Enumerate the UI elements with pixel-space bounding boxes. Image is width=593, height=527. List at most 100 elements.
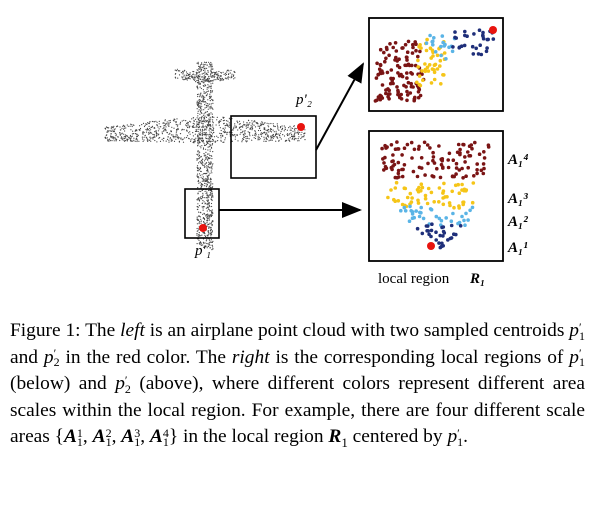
cloud-point — [206, 93, 209, 95]
cloud-point — [192, 126, 194, 128]
region-point — [420, 231, 425, 236]
cloud-point — [209, 127, 211, 129]
caption-text-9: . — [463, 426, 468, 447]
cloud-point — [212, 212, 214, 214]
region-point — [425, 229, 429, 233]
cloud-point — [169, 121, 171, 123]
cloud-point — [225, 73, 228, 75]
cloud-point — [165, 130, 167, 132]
cloud-point — [136, 139, 139, 141]
region-point — [416, 58, 420, 63]
cloud-point — [186, 125, 188, 127]
cloud-point — [212, 102, 214, 104]
cloud-point — [142, 140, 144, 142]
cloud-point — [212, 240, 214, 242]
cloud-point — [126, 138, 128, 140]
region-point — [441, 40, 445, 45]
region-point — [412, 215, 417, 220]
cloud-point — [197, 83, 200, 85]
cloud-point — [210, 140, 212, 142]
cloud-point — [155, 131, 157, 134]
cloud-point — [186, 79, 188, 81]
region-point — [402, 83, 406, 88]
cloud-point — [293, 125, 295, 127]
cloud-point — [121, 137, 123, 139]
cloud-point — [198, 235, 200, 237]
region-point — [461, 142, 465, 147]
cloud-point — [201, 185, 203, 187]
cloud-point — [196, 79, 198, 82]
cloud-point — [204, 92, 206, 94]
cloud-point — [231, 73, 233, 75]
cloud-point — [254, 126, 257, 128]
region-point — [393, 58, 397, 62]
cloud-point — [200, 109, 202, 111]
cloud-point — [297, 130, 299, 132]
cloud-point — [202, 176, 204, 178]
cloud-point — [222, 116, 224, 118]
cloud-point — [260, 122, 262, 124]
region-point — [463, 155, 467, 159]
cloud-point — [208, 219, 211, 221]
cloud-point — [196, 123, 198, 125]
cloud-point — [203, 113, 205, 115]
cloud-point — [200, 63, 203, 65]
figure-illustration: p'₂ p'₁ A₁⁴ A₁³ A₁² A₁¹ local region R₁ — [104, 17, 528, 287]
cloud-point — [113, 140, 115, 142]
scale-label-a1: A₁¹ — [507, 240, 528, 256]
cloud-point — [202, 114, 205, 116]
cloud-point — [304, 139, 306, 141]
region-point — [380, 69, 384, 73]
cloud-point — [209, 97, 211, 100]
region-point — [384, 56, 388, 61]
cloud-point — [202, 139, 204, 142]
cloud-point — [169, 138, 171, 140]
region-point — [419, 205, 424, 210]
cloud-point — [198, 68, 200, 70]
region-point — [454, 166, 459, 170]
cloud-point — [249, 122, 251, 124]
cloud-point — [202, 67, 204, 69]
cloud-point — [172, 135, 174, 137]
math-p1: p ′ 1 — [447, 425, 464, 449]
cloud-point — [206, 206, 209, 208]
cloud-point — [207, 178, 209, 180]
cloud-point — [164, 128, 166, 130]
math-p2: p ′ 2 — [43, 346, 60, 370]
cloud-point — [198, 199, 200, 201]
cloud-point — [203, 65, 205, 67]
region-point — [464, 211, 468, 216]
cloud-point — [207, 174, 209, 176]
cloud-point — [205, 245, 207, 247]
cloud-point — [211, 107, 213, 109]
region-point — [481, 30, 485, 35]
region-point — [426, 161, 430, 166]
region-point — [435, 53, 440, 58]
cloud-point — [289, 137, 291, 139]
cloud-point — [213, 136, 216, 138]
cloud-point — [151, 132, 153, 134]
cloud-point — [201, 100, 203, 102]
region-point — [429, 190, 434, 195]
region-point — [481, 36, 486, 41]
cloud-point — [202, 101, 204, 103]
cloud-point — [204, 182, 206, 184]
cloud-point — [196, 93, 199, 96]
cloud-point — [119, 139, 121, 142]
cloud-point — [218, 78, 220, 80]
cloud-point — [197, 130, 199, 133]
cloud-point — [258, 139, 260, 141]
region-point — [414, 48, 418, 53]
region-point — [423, 173, 427, 177]
region-point — [388, 42, 392, 46]
cloud-point — [220, 120, 222, 122]
cloud-point — [208, 242, 210, 244]
region-point — [432, 200, 437, 204]
cloud-point — [206, 156, 208, 158]
cloud-point — [220, 135, 222, 137]
region-point — [438, 175, 443, 180]
cloud-point — [197, 102, 200, 104]
cloud-point — [117, 125, 119, 127]
cloud-point — [213, 75, 215, 77]
region-point — [438, 233, 443, 238]
